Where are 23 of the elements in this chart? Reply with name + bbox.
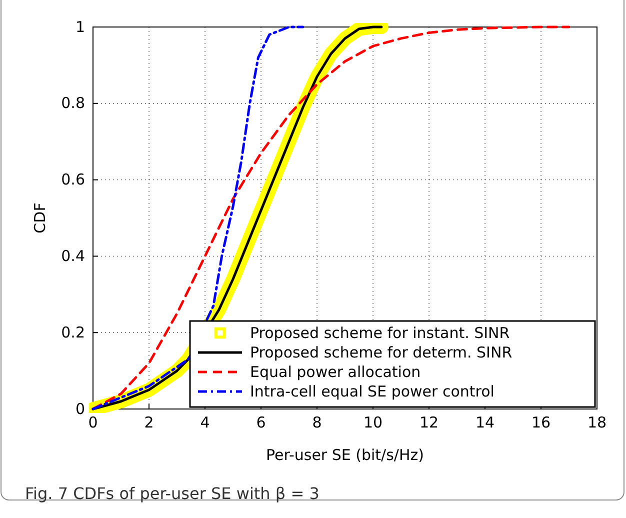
y-tick-label: 0.4 [61,247,85,265]
x-tick-label: 14 [475,414,495,432]
legend-label: Equal power allocation [250,363,421,381]
y-tick-label: 0.8 [61,94,85,112]
x-tick-label: 16 [531,414,551,432]
y-tick-label: 0.6 [61,170,85,189]
x-tick-label: 6 [256,414,266,432]
text: Fig. 7 CDFs of per-user SE with β = 3 [25,484,320,503]
x-tick-label: 2 [144,414,154,432]
x-tick-label: 12 [419,414,439,432]
x-tick-label: 18 [587,414,607,432]
y-tick-label: 0.2 [61,323,85,342]
x-tick-label: 4 [200,414,210,432]
legend-label: Proposed scheme for instant. SINR [250,324,510,342]
y-tick-label: 1 [75,18,85,36]
legend-label: Intra-cell equal SE power control [250,382,494,400]
x-tick-label: 10 [363,414,383,432]
x-tick-label: 0 [88,414,98,432]
x-tick-label: 8 [312,414,322,432]
y-axis-title: CDF [31,202,49,234]
x-axis-title: Per-user SE (bit/s/Hz) [266,446,424,464]
y-tick-label: 0 [75,400,85,418]
legend-label: Proposed scheme for determ. SINR [250,344,512,362]
